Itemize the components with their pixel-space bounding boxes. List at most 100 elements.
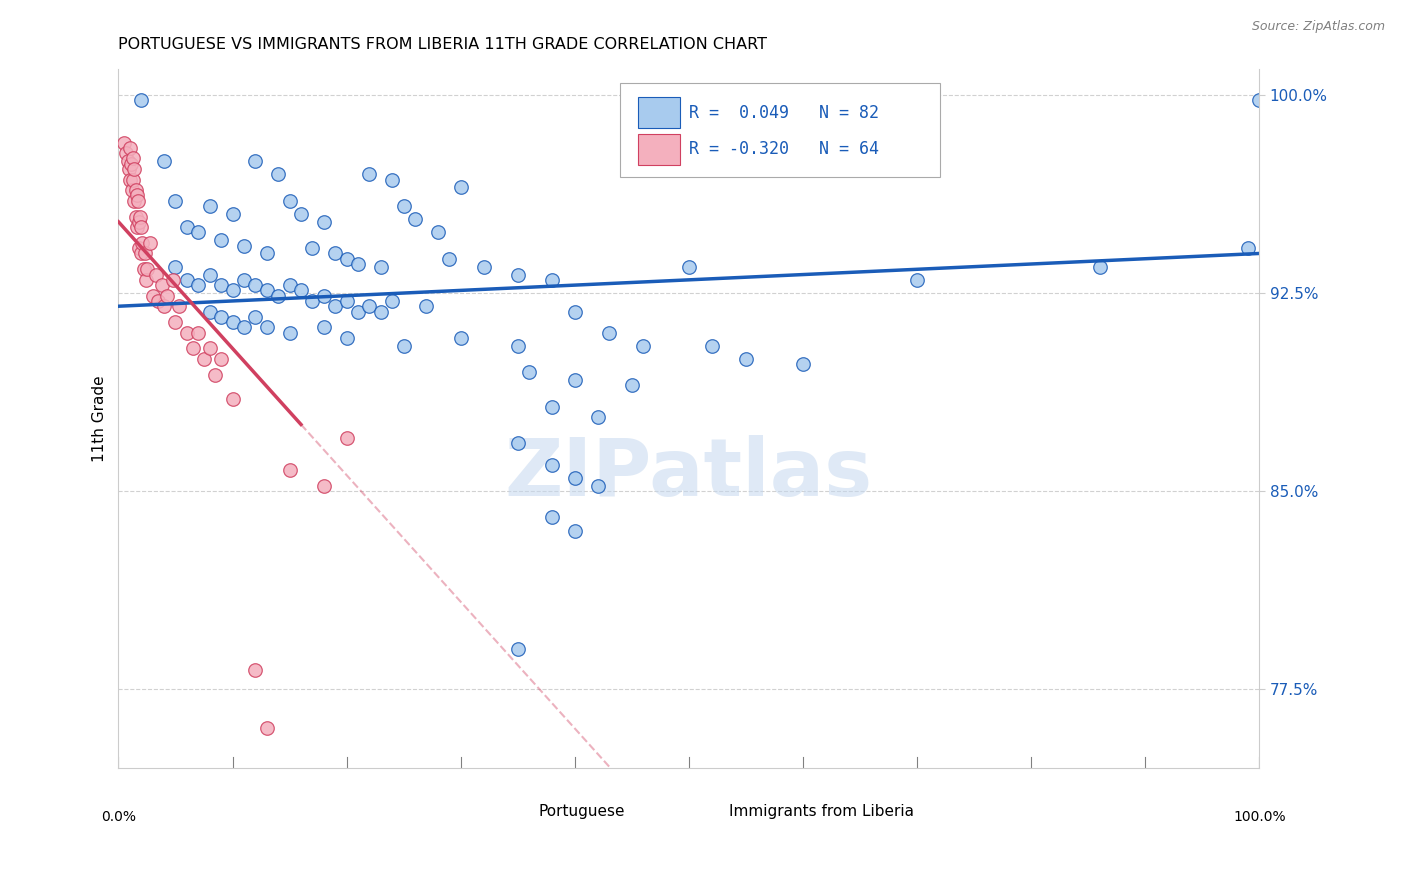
Point [267,288,290,302]
FancyBboxPatch shape [496,799,533,825]
Text: PORTUGUESE VS IMMIGRANTS FROM LIBERIA 11TH GRADE CORRELATION CHART: PORTUGUESE VS IMMIGRANTS FROM LIBERIA 11… [118,37,768,53]
Point [541,510,564,524]
Point [165,260,187,274]
Point [347,304,370,318]
Point [359,299,381,313]
Point [129,246,152,260]
Point [564,373,586,387]
Point [404,212,426,227]
Point [245,664,267,678]
Point [129,94,152,108]
Point [301,241,323,255]
Point [181,342,204,356]
Point [278,326,301,340]
Point [209,351,232,366]
Text: 0.0%: 0.0% [101,810,136,824]
Point [122,172,145,186]
Text: 100.0%: 100.0% [1233,810,1285,824]
Point [124,183,146,197]
Point [150,278,173,293]
Point [392,339,415,353]
Point [1249,94,1271,108]
Point [678,260,700,274]
FancyBboxPatch shape [686,799,723,825]
Point [631,339,654,353]
Point [290,207,312,221]
Point [586,410,609,425]
Text: R = -0.320   N = 64: R = -0.320 N = 64 [689,140,879,158]
Point [860,94,883,108]
Point [312,215,335,229]
Point [112,136,135,150]
Point [564,304,586,318]
Point [450,180,472,194]
Point [124,194,146,208]
Point [176,273,198,287]
Point [187,278,209,293]
Point [128,241,150,255]
Point [541,273,564,287]
Point [165,194,187,208]
Point [136,262,159,277]
Point [370,260,392,274]
Text: R =  0.049   N = 82: R = 0.049 N = 82 [689,103,879,122]
Point [564,524,586,538]
Point [135,273,157,287]
Point [115,146,138,161]
Point [301,293,323,308]
Point [267,167,290,181]
Point [506,339,529,353]
Point [792,357,814,371]
Point [359,167,381,181]
Point [221,207,243,221]
Point [153,299,176,313]
Point [312,320,335,334]
Point [517,365,540,379]
Point [204,368,226,382]
Point [128,215,150,229]
Text: Immigrants from Liberia: Immigrants from Liberia [728,804,914,819]
Point [122,152,145,166]
Point [193,351,215,366]
Point [156,288,179,302]
Point [198,342,221,356]
Point [312,288,335,302]
Point [598,326,620,340]
Point [370,304,392,318]
Point [472,260,495,274]
Point [232,238,254,252]
Text: Source: ZipAtlas.com: Source: ZipAtlas.com [1251,20,1385,33]
Point [125,188,148,202]
Point [336,431,359,445]
Y-axis label: 11th Grade: 11th Grade [93,375,107,462]
Point [450,331,472,345]
Point [245,310,267,324]
Point [245,154,267,169]
Point [232,273,254,287]
Point [506,436,529,450]
Point [139,235,162,250]
Point [381,293,404,308]
Point [541,458,564,472]
Point [541,400,564,414]
Point [129,210,152,224]
Point [506,268,529,282]
Point [120,157,142,171]
Point [198,199,221,213]
Point [336,252,359,266]
Point [323,299,346,313]
Point [121,183,143,197]
Point [134,246,156,260]
Point [124,210,146,224]
Point [347,257,370,271]
Point [232,320,254,334]
Point [256,246,278,260]
Point [221,315,243,329]
Point [1237,241,1260,255]
Point [145,268,167,282]
Point [167,299,190,313]
FancyBboxPatch shape [637,134,679,164]
Point [129,220,152,235]
Point [245,278,267,293]
Point [586,478,609,492]
